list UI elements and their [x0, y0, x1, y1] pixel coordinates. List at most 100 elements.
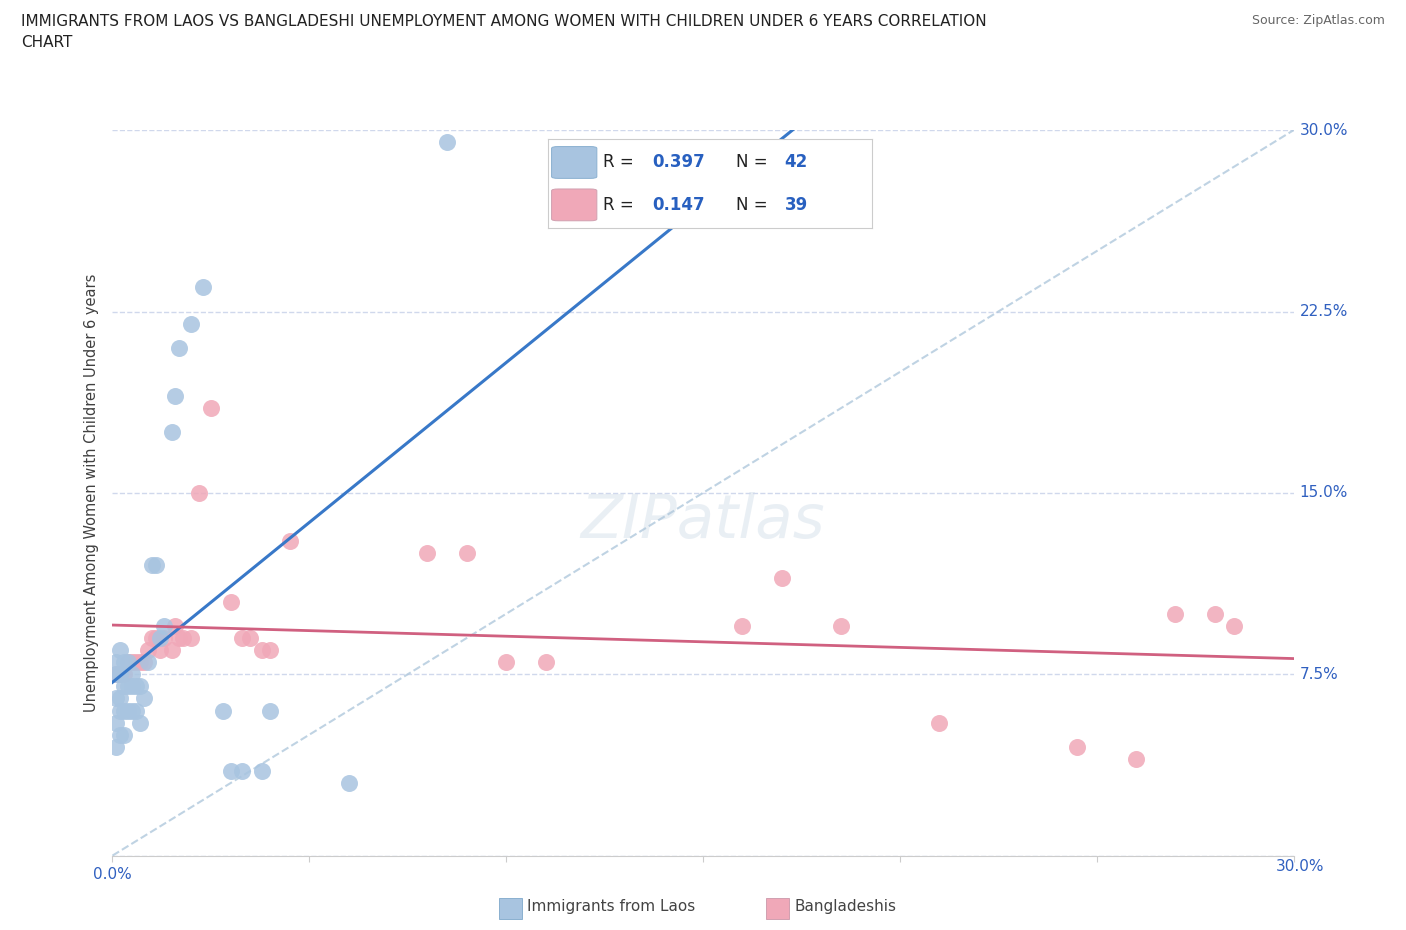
Point	[105, 655, 128, 670]
Point	[110, 727, 132, 742]
Text: 7.5%: 7.5%	[1299, 667, 1339, 682]
Text: N =: N =	[735, 196, 773, 214]
Text: R =: R =	[603, 196, 640, 214]
Point	[136, 655, 159, 670]
Point	[436, 135, 458, 150]
Point	[830, 618, 852, 633]
Point	[169, 340, 191, 355]
Point	[112, 703, 135, 718]
Point	[121, 667, 143, 682]
Point	[125, 679, 148, 694]
Point	[110, 691, 132, 706]
Point	[165, 389, 187, 404]
Text: 30.0%: 30.0%	[1299, 123, 1348, 138]
Point	[191, 280, 214, 295]
Point	[105, 667, 128, 682]
Point	[928, 715, 950, 730]
Point	[337, 776, 360, 790]
Point	[278, 534, 301, 549]
Point	[160, 643, 183, 658]
Point	[250, 764, 273, 778]
Point	[105, 691, 128, 706]
Y-axis label: Unemployment Among Women with Children Under 6 years: Unemployment Among Women with Children U…	[84, 273, 100, 712]
Point	[117, 655, 139, 670]
Point	[129, 679, 152, 694]
Point	[149, 643, 172, 658]
FancyBboxPatch shape	[551, 147, 596, 179]
Text: IMMIGRANTS FROM LAOS VS BANGLADESHI UNEMPLOYMENT AMONG WOMEN WITH CHILDREN UNDER: IMMIGRANTS FROM LAOS VS BANGLADESHI UNEM…	[21, 14, 987, 50]
Point	[152, 618, 174, 633]
Point	[219, 594, 242, 609]
Point	[172, 631, 194, 645]
Point	[1164, 606, 1187, 621]
Point	[117, 703, 139, 718]
Point	[141, 558, 163, 573]
Point	[121, 655, 143, 670]
Point	[231, 764, 253, 778]
Point	[219, 764, 242, 778]
Point	[110, 667, 132, 682]
Point	[259, 703, 281, 718]
Point	[145, 558, 167, 573]
Point	[136, 643, 159, 658]
Point	[112, 727, 135, 742]
Point	[145, 631, 167, 645]
Point	[211, 703, 233, 718]
Point	[132, 691, 155, 706]
Point	[160, 425, 183, 440]
Point	[731, 618, 754, 633]
Point	[141, 631, 163, 645]
Text: Bangladeshis: Bangladeshis	[794, 899, 897, 914]
Point	[105, 739, 128, 754]
Point	[250, 643, 273, 658]
Point	[105, 667, 128, 682]
Point	[169, 631, 191, 645]
Point	[105, 715, 128, 730]
Point	[112, 679, 135, 694]
Point	[188, 485, 211, 500]
Text: ZIPatlas: ZIPatlas	[581, 492, 825, 551]
Point	[770, 570, 793, 585]
Text: 30.0%: 30.0%	[1277, 859, 1324, 874]
Text: R =: R =	[603, 153, 640, 171]
Point	[1223, 618, 1246, 633]
FancyBboxPatch shape	[551, 189, 596, 220]
Point	[259, 643, 281, 658]
Text: Immigrants from Laos: Immigrants from Laos	[527, 899, 696, 914]
Text: 0.397: 0.397	[652, 153, 704, 171]
Point	[149, 631, 172, 645]
Point	[200, 401, 222, 416]
Point	[1204, 606, 1226, 621]
Text: 39: 39	[785, 196, 807, 214]
Point	[152, 631, 174, 645]
Text: 0.147: 0.147	[652, 196, 704, 214]
Point	[495, 655, 517, 670]
Point	[132, 655, 155, 670]
Point	[180, 316, 202, 331]
Point	[534, 655, 557, 670]
Point	[1125, 751, 1147, 766]
Text: N =: N =	[735, 153, 773, 171]
Point	[117, 655, 139, 670]
Point	[121, 703, 143, 718]
Point	[416, 546, 439, 561]
Text: 42: 42	[785, 153, 807, 171]
Point	[129, 715, 152, 730]
Point	[121, 679, 143, 694]
Point	[456, 546, 478, 561]
Text: 15.0%: 15.0%	[1299, 485, 1348, 500]
Point	[231, 631, 253, 645]
Point	[165, 618, 187, 633]
Text: 22.5%: 22.5%	[1299, 304, 1348, 319]
Point	[180, 631, 202, 645]
Point	[112, 667, 135, 682]
Point	[110, 703, 132, 718]
Point	[110, 643, 132, 658]
Point	[110, 667, 132, 682]
Point	[117, 679, 139, 694]
Point	[112, 655, 135, 670]
Point	[125, 703, 148, 718]
Point	[129, 655, 152, 670]
Text: Source: ZipAtlas.com: Source: ZipAtlas.com	[1251, 14, 1385, 27]
Point	[125, 655, 148, 670]
